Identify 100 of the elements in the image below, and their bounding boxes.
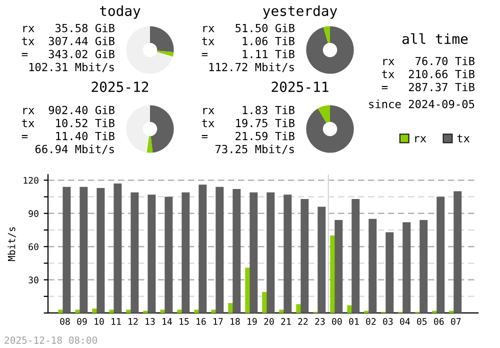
bar [402,222,411,313]
text: 66.94 Mbit/s [35,144,114,154]
x-tick-label: 05 [417,318,427,325]
x-tick-label: 03 [383,318,393,325]
bar [279,310,284,313]
text: rx 1.83 TiB [203,106,294,114]
bar [232,189,241,313]
x-tick-label: 19 [248,318,257,325]
text: tx 19.75 TiB [202,118,294,128]
bar [126,310,132,313]
x-tick-label: 15 [180,318,189,325]
y-axis-title: Mbit/s [8,227,16,261]
bar [130,192,139,313]
chart-title: 2025-12 [92,82,148,92]
x-tick-label: 10 [94,318,104,325]
x-tick-label: 13 [146,318,155,325]
bar [109,310,114,313]
text: = 287.37 TiB [382,82,474,92]
x-tick-label: 17 [214,318,223,325]
text: tx 10.52 TiB [22,118,114,128]
text: since 2024-09-05 [369,100,474,108]
x-tick-label: 12 [128,318,138,325]
donut-slice [323,26,330,44]
bar [266,192,275,313]
bar [114,184,122,313]
bar [216,186,224,313]
text: rx 51.50 GiB [203,24,294,32]
bar [194,310,200,313]
bar [250,192,258,313]
bar [420,220,428,313]
bar [75,310,80,313]
bar [296,304,302,313]
x-tick-label: 21 [281,318,291,325]
bar [96,188,105,313]
x-tick-label: 08 [60,318,70,325]
bar [80,186,88,313]
bar [368,218,377,313]
legend-label: tx [457,134,470,142]
x-tick-label: 01 [349,318,359,325]
donut-slice [306,105,354,153]
text: 73.25 Mbit/s [215,144,294,154]
x-tick-label: 22 [298,318,308,325]
x-tick-label: 04 [400,318,410,325]
bar [318,206,326,313]
bar [160,310,166,313]
donut-slice [150,26,174,52]
donut-slice [146,136,153,153]
x-tick-label: 07 [451,318,461,325]
bar [334,220,343,313]
bar [211,310,216,313]
x-tick-label: 16 [196,318,206,325]
text: rx 902.40 GiB [23,106,114,114]
x-tick-label: 14 [162,318,172,325]
text: all time [402,33,468,44]
bar [58,310,64,313]
x-tick-label: 00 [332,318,342,325]
text: rx 76.70 TiB [383,56,474,66]
donut-slice [318,105,330,123]
text: rx 35.58 GiB [23,24,114,32]
text: 2025-12-18 08:00 [4,336,98,344]
legend-label: rx [415,136,426,142]
bar [182,192,190,313]
x-tick-label: 11 [112,318,121,325]
bar [300,199,309,313]
bar [198,184,207,313]
text: = 21.59 TiB [202,132,294,140]
x-tick-label: 02 [366,318,376,325]
x-tick-label: 20 [264,318,274,325]
text: 112.72 Mbit/s [209,62,294,72]
bar [284,194,292,313]
bar [454,191,462,313]
text: = 11.40 TiB [22,132,114,140]
donut-slice [126,26,173,74]
text: tx 307.44 GiB [22,36,114,46]
text: = 1.11 TiB [202,50,294,58]
y-tick-label: 30 [28,276,38,284]
chart-title: yesterday [263,5,338,19]
y-tick-label: 90 [28,210,38,217]
donut-slice [150,105,174,153]
bar [164,196,173,313]
x-tick-label: 06 [434,318,444,325]
bar [92,308,98,313]
text: = 343.02 GiB [22,50,114,58]
donut-slice [306,26,354,74]
y-tick-label: 60 [28,243,38,250]
bar [436,196,445,313]
bar [148,194,156,313]
bar [177,310,182,313]
bar [347,305,352,313]
bar [62,186,71,313]
donut-slice [156,50,174,57]
chart-title: 2025-11 [272,82,328,92]
bar [352,199,360,313]
x-tick-label: 09 [77,318,87,325]
text: tx 1.06 TiB [202,36,294,46]
x-tick-label: 23 [315,318,325,325]
text: tx 210.66 TiB [382,70,474,78]
x-tick-label: 18 [230,318,240,325]
y-tick-label: 120 [24,176,38,184]
chart-title: today [100,5,140,19]
